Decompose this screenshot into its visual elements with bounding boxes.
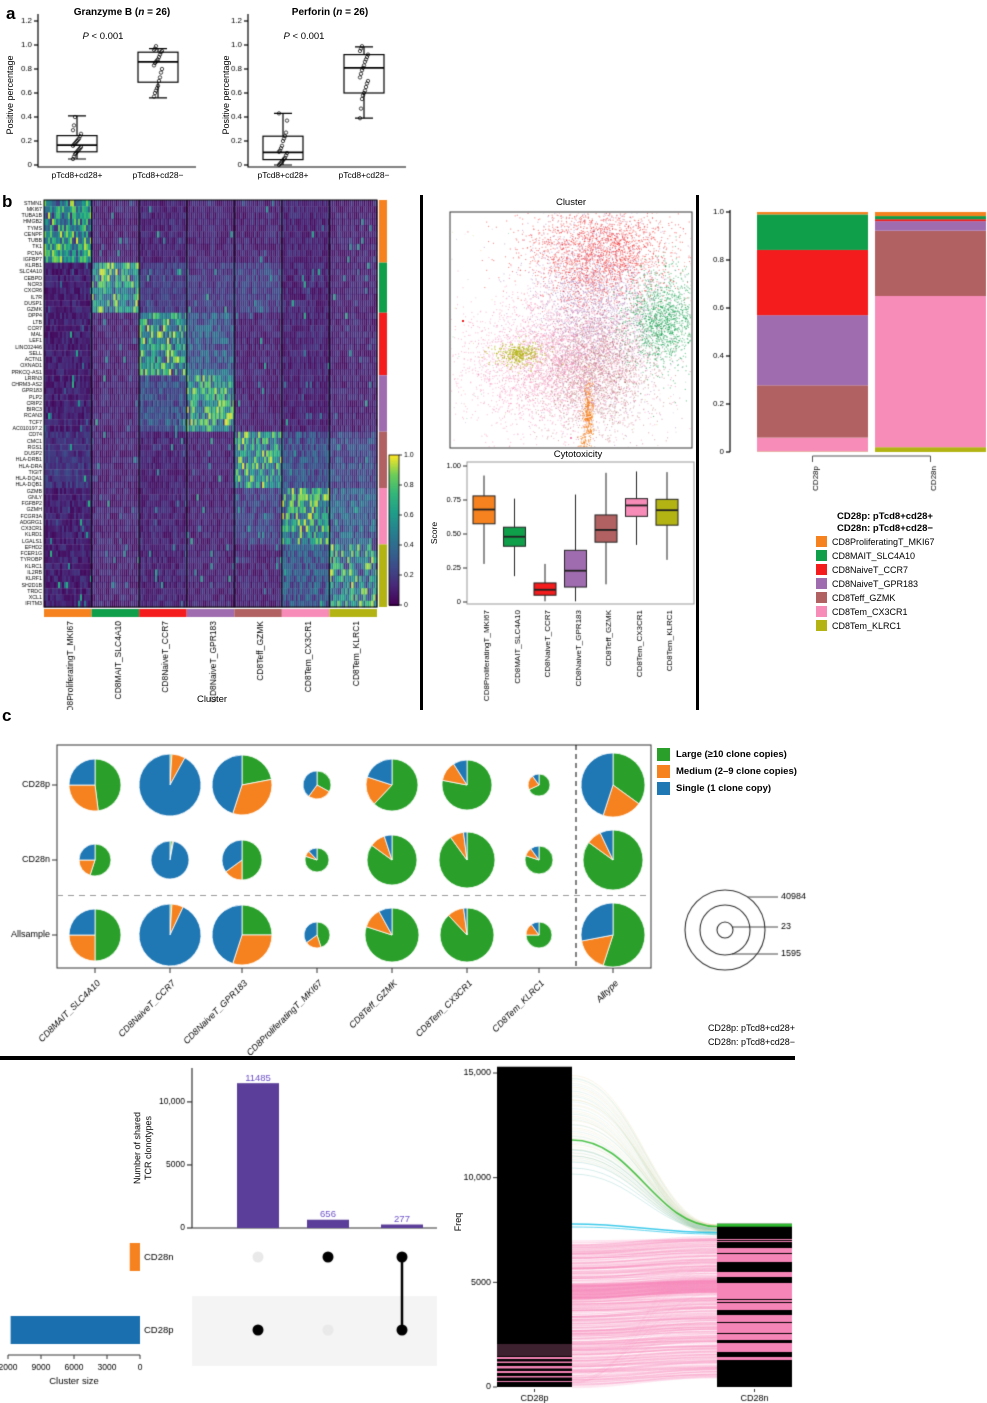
clone-size-legend: Large (≥10 clone copies) Medium (2–9 clon… — [657, 746, 797, 797]
umap-canvas — [424, 195, 696, 457]
cluster-legend-header-1: CD28p: pTcd8+cd28+ — [837, 511, 933, 522]
legend-item: CD8NaiveT_CCR7 — [816, 563, 980, 577]
clone-legend-swatch-icon — [657, 782, 670, 795]
cytotoxicity-canvas — [424, 452, 696, 710]
pie-grid-canvas — [0, 722, 670, 1057]
panel-a-boxplots-canvas — [0, 0, 460, 195]
clone-legend-swatch-icon — [657, 765, 670, 778]
cytotoxicity-title: Cytotoxicity — [553, 449, 603, 460]
legend-item-label: CD8ProliferatingT_MKI67 — [832, 536, 935, 547]
clone-legend-item: Large (≥10 clone copies) — [657, 746, 797, 763]
clone-legend-label: Single (1 clone copy) — [676, 783, 772, 794]
panel-b-divider-1 — [420, 195, 423, 710]
legend-swatch-icon — [816, 550, 827, 562]
legend-item-label: CD8Tem_CX3CR1 — [832, 606, 908, 617]
legend-item-label: CD8NaiveT_GPR183 — [832, 578, 919, 589]
legend-item: CD8Tem_KLRC1 — [816, 619, 980, 633]
legend-item: CD8Tem_CX3CR1 — [816, 605, 980, 619]
umap-title: Cluster — [555, 197, 587, 208]
granzyme-cat-1: pTcd8+cd28+ — [51, 170, 103, 180]
legend-swatch-icon — [816, 592, 827, 604]
clone-legend-swatch-icon — [657, 748, 670, 761]
heatmap-xlabel: Cluster — [196, 694, 228, 705]
clone-legend-label: Large (≥10 clone copies) — [676, 749, 787, 760]
panel-b-divider-2 — [696, 195, 699, 710]
panel-c-label: c — [2, 706, 12, 725]
stacked-bar-canvas — [700, 195, 987, 505]
circle-size-legend-canvas — [655, 865, 855, 1015]
legend-swatch-icon — [816, 564, 827, 576]
legend-item-label: CD8MAIT_SLC4A10 — [832, 550, 916, 561]
granzyme-title: Granzyme B (n = 26) — [73, 7, 171, 18]
perforin-cat-1: pTcd8+cd28+ — [257, 170, 309, 180]
legend-item: CD8MAIT_SLC4A10 — [816, 549, 980, 563]
legend-swatch-icon — [816, 606, 827, 618]
granzyme-pvalue: P < 0.001 — [82, 31, 124, 42]
legend-item-label: CD8NaiveT_CCR7 — [832, 564, 909, 575]
cluster-legend: CD28p: pTcd8+cd28+ CD28n: pTcd8+cd28− CD… — [790, 511, 980, 633]
bottom-panel-divider — [0, 1056, 795, 1060]
perforin-cat-2: pTcd8+cd28− — [338, 170, 390, 180]
legend-item: CD8ProliferatingT_MKI67 — [816, 535, 980, 549]
cd28-note-line2: CD28n: pTcd8+cd28− — [707, 1036, 795, 1047]
perforin-ylabel: Positive percentage — [221, 55, 231, 135]
upset-plot-canvas — [0, 1060, 450, 1403]
granzyme-cat-2: pTcd8+cd28− — [132, 170, 184, 180]
legend-item: CD8NaiveT_GPR183 — [816, 577, 980, 591]
legend-item: CD8Teff_GZMK — [816, 591, 980, 605]
legend-item-label: CD8Tem_KLRC1 — [832, 620, 902, 631]
cluster-legend-header-2: CD28n: pTcd8+cd28− — [837, 522, 933, 534]
heatmap-canvas — [0, 195, 445, 710]
legend-item-label: CD8Teff_GZMK — [832, 592, 896, 603]
cluster-legend-items: CD8ProliferatingT_MKI67 CD8MAIT_SLC4A10 CD… — [790, 535, 980, 633]
alluvial-canvas — [445, 1060, 987, 1403]
legend-swatch-icon — [816, 536, 827, 548]
perforin-pvalue: P < 0.001 — [283, 31, 325, 42]
upset-ylabel: Number of shared TCR clonotypes — [132, 1111, 153, 1185]
perforin-title: Perforin (n = 26) — [291, 7, 369, 18]
clone-legend-item: Single (1 clone copy) — [657, 780, 797, 797]
legend-swatch-icon — [816, 620, 827, 632]
clone-legend-item: Medium (2–9 clone copies) — [657, 763, 797, 780]
clone-legend-label: Medium (2–9 clone copies) — [676, 766, 797, 777]
cytotoxicity-ylabel: Score — [429, 521, 439, 545]
cd28-note-line1: CD28p: pTcd8+cd28+ — [707, 1023, 795, 1033]
legend-swatch-icon — [816, 578, 827, 590]
granzyme-ylabel: Positive percentage — [5, 55, 15, 135]
cd28-note: CD28p: pTcd8+cd28+ CD28n: pTcd8+cd28− — [708, 1022, 795, 1049]
alluvial-ylabel: Freq — [453, 1212, 463, 1232]
